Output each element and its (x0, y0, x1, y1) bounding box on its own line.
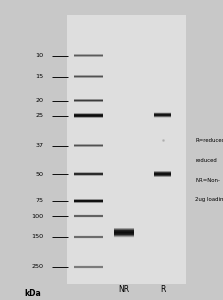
Bar (114, 237, 134, 238)
Bar (114, 236, 134, 237)
Text: 25: 25 (35, 113, 43, 118)
Bar (114, 229, 134, 230)
Text: R=reduced: R=reduced (195, 139, 223, 143)
Bar (114, 235, 134, 236)
Bar (67, 15, 186, 284)
Text: R: R (160, 285, 165, 294)
Bar (114, 236, 134, 237)
Bar (114, 230, 134, 231)
Bar (114, 231, 134, 232)
Bar (114, 230, 134, 231)
Text: 100: 100 (31, 214, 43, 218)
Bar (114, 233, 134, 234)
Bar (114, 228, 134, 229)
Text: 10: 10 (35, 53, 43, 58)
Text: 15: 15 (35, 74, 43, 79)
Text: reduced: reduced (195, 158, 217, 163)
Bar (114, 229, 134, 230)
Bar (114, 227, 134, 228)
Bar (114, 231, 134, 232)
Text: 75: 75 (35, 199, 43, 203)
Bar (114, 233, 134, 234)
Text: 250: 250 (31, 265, 43, 269)
Bar (114, 232, 134, 233)
Bar (114, 229, 134, 230)
Bar (114, 234, 134, 235)
Bar (114, 232, 134, 233)
Text: 50: 50 (35, 172, 43, 176)
Bar (114, 228, 134, 229)
Text: kDa: kDa (24, 289, 41, 298)
Text: 2ug loading: 2ug loading (195, 197, 223, 202)
Text: 20: 20 (35, 98, 43, 103)
Text: 150: 150 (31, 235, 43, 239)
Text: 37: 37 (35, 143, 43, 148)
Bar (114, 235, 134, 236)
Bar (114, 232, 134, 233)
Bar (114, 232, 134, 233)
Bar (114, 234, 134, 235)
Bar (114, 235, 134, 236)
Text: NR=Non-: NR=Non- (195, 178, 220, 182)
Bar (114, 231, 134, 232)
Text: NR: NR (118, 285, 129, 294)
Bar (114, 233, 134, 234)
